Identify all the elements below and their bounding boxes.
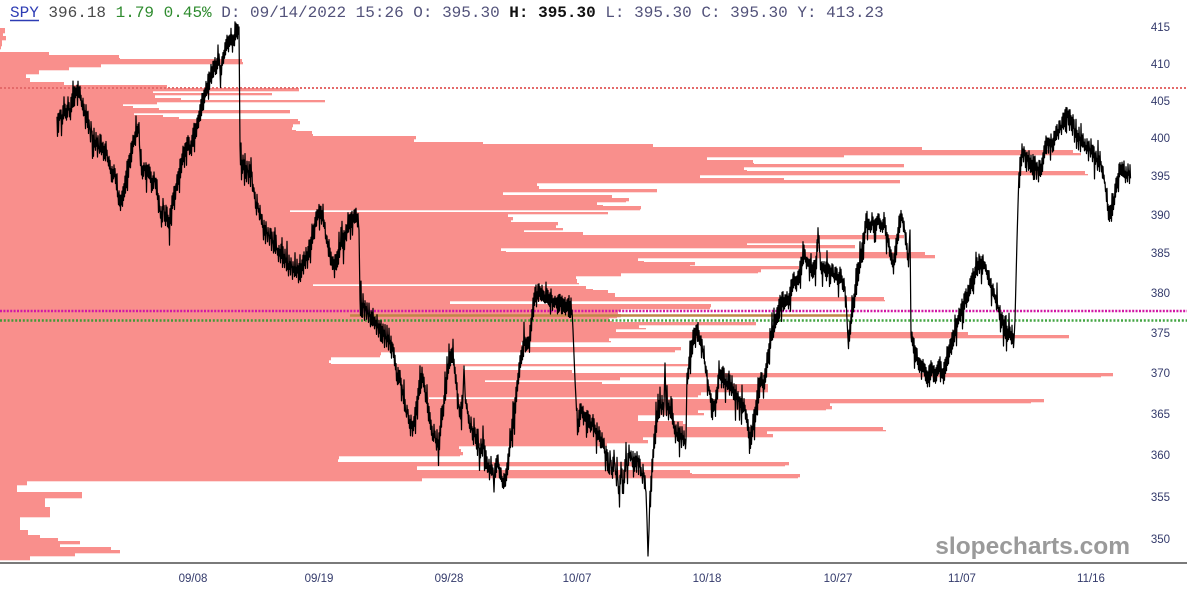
- svg-text:10/18: 10/18: [693, 573, 722, 585]
- svg-text:10/27: 10/27: [824, 573, 853, 585]
- svg-text:10/07: 10/07: [563, 573, 592, 585]
- svg-text:405: 405: [1151, 96, 1170, 108]
- svg-text:380: 380: [1151, 288, 1170, 300]
- svg-text:370: 370: [1151, 368, 1170, 380]
- svg-text:SPY 396.18 1.79 0.45% D: 09/14: SPY 396.18 1.79 0.45% D: 09/14/2022 15:2…: [10, 4, 884, 22]
- svg-text:385: 385: [1151, 248, 1170, 260]
- svg-text:11/16: 11/16: [1077, 573, 1105, 585]
- svg-text:400: 400: [1151, 133, 1170, 145]
- svg-text:09/28: 09/28: [435, 573, 464, 585]
- svg-text:360: 360: [1151, 450, 1170, 462]
- svg-text:355: 355: [1151, 492, 1170, 504]
- svg-text:410: 410: [1151, 59, 1170, 71]
- svg-text:375: 375: [1151, 328, 1170, 340]
- svg-text:11/07: 11/07: [948, 573, 976, 585]
- svg-text:09/08: 09/08: [179, 573, 208, 585]
- svg-text:09/19: 09/19: [305, 573, 334, 585]
- svg-text:395: 395: [1151, 171, 1170, 183]
- svg-text:365: 365: [1151, 409, 1170, 421]
- svg-text:slopecharts.com: slopecharts.com: [935, 533, 1130, 560]
- svg-text:415: 415: [1151, 22, 1170, 34]
- svg-text:390: 390: [1151, 210, 1170, 222]
- svg-text:350: 350: [1151, 534, 1170, 546]
